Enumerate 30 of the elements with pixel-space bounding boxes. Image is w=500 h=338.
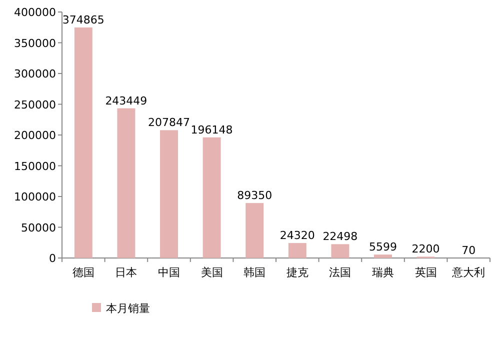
- y-tick-label: 150000: [14, 160, 56, 173]
- data-label: 24320: [280, 229, 315, 242]
- legend-label: 本月销量: [106, 302, 150, 315]
- x-tick-label: 捷克: [286, 266, 308, 279]
- y-tick-label: 100000: [14, 190, 56, 204]
- data-label: 5599: [369, 240, 397, 254]
- y-tick-label: 400000: [14, 6, 56, 19]
- x-tick-label: 中国: [158, 266, 180, 279]
- data-label: 89350: [237, 189, 272, 202]
- x-tick-label: 英国: [414, 266, 437, 279]
- data-label: 243449: [105, 94, 148, 108]
- x-tick-label: 日本: [115, 266, 138, 279]
- data-label: 2200: [412, 242, 440, 256]
- x-tick-label: 韩国: [244, 266, 266, 279]
- y-tick-label: 350000: [14, 36, 56, 50]
- y-tick-label: 250000: [14, 98, 56, 112]
- x-tick-label: 美国: [200, 266, 223, 279]
- y-tick-label: 200000: [14, 129, 56, 142]
- x-tick-label: 意大利: [451, 266, 486, 279]
- data-label: 196148: [190, 123, 233, 136]
- data-label: 22498: [322, 230, 358, 244]
- y-tick-label: 300000: [14, 68, 56, 80]
- x-tick-label: 瑞典: [372, 266, 394, 279]
- data-label: 70: [462, 244, 476, 257]
- data-label: 374865: [62, 13, 104, 26]
- y-tick-label: 0: [49, 252, 56, 265]
- y-tick-label: 50000: [21, 221, 56, 234]
- x-tick-label: 法国: [329, 266, 352, 279]
- x-tick-label: 德国: [72, 266, 94, 279]
- data-label: 207847: [148, 116, 190, 130]
